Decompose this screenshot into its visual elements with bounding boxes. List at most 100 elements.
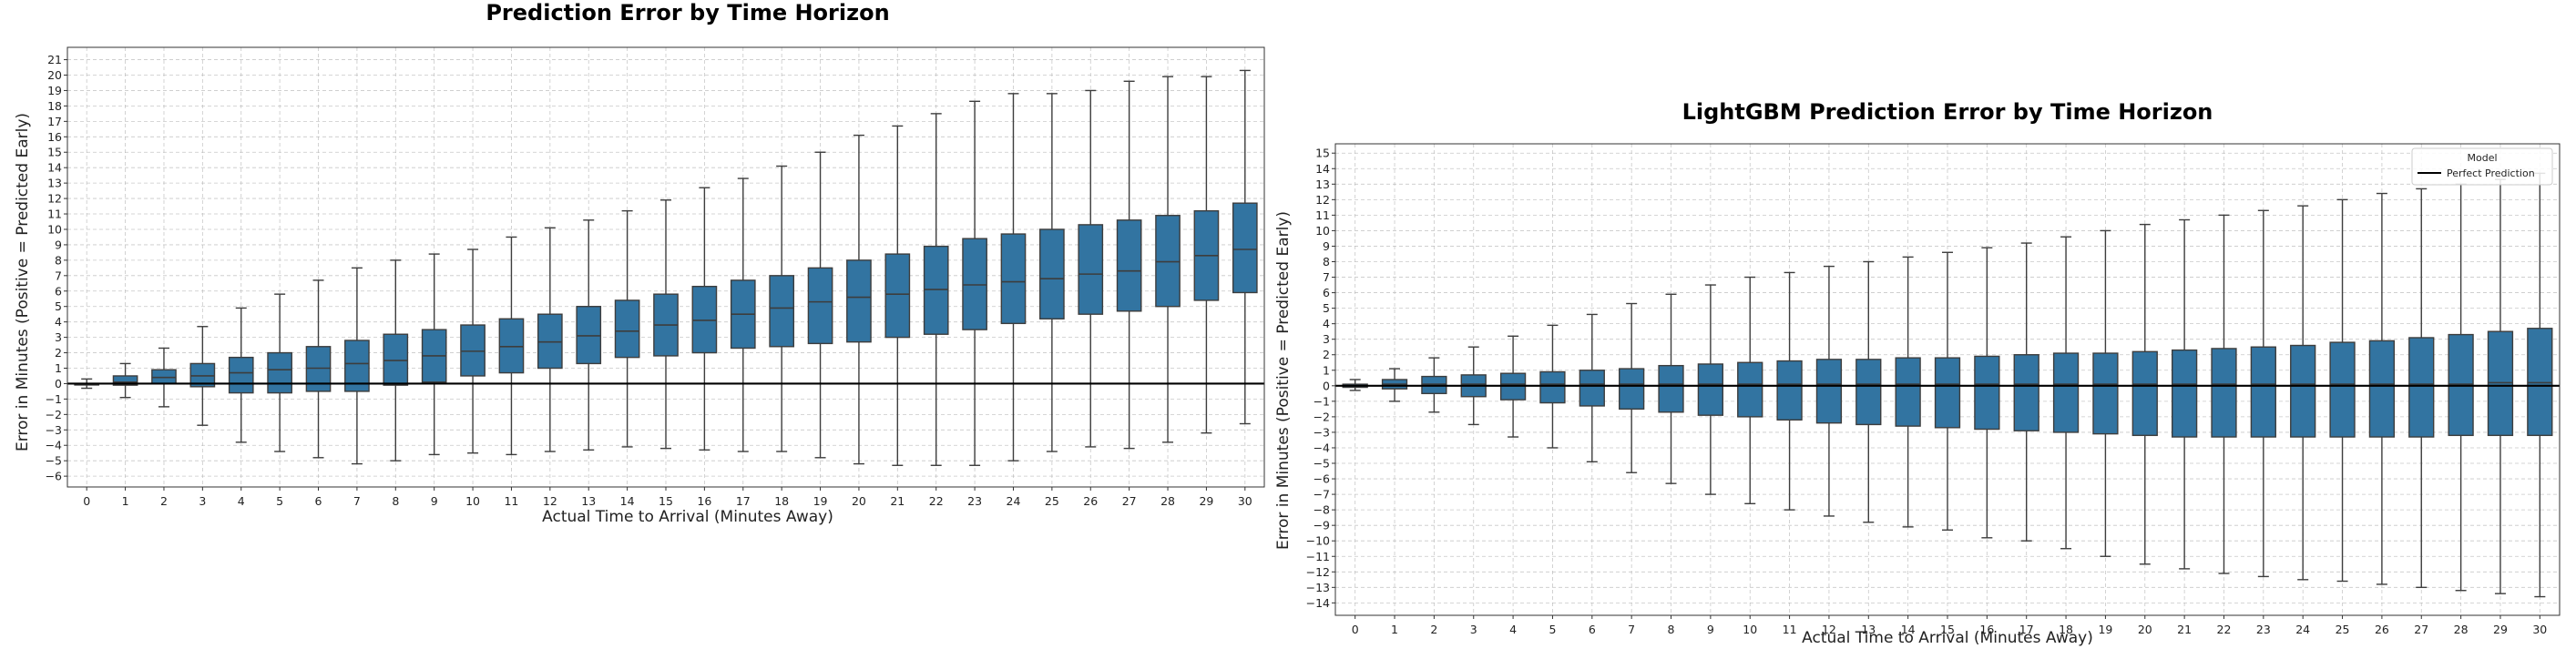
iqr-box (1895, 357, 1921, 427)
iqr-box (807, 267, 833, 345)
box-4 (228, 307, 254, 443)
x-tick-label: 1 (1391, 623, 1398, 636)
y-tick-label: −3 (46, 423, 62, 437)
iqr-box (228, 356, 254, 394)
box-25 (2329, 198, 2356, 583)
x-tick-label: 28 (2454, 623, 2469, 636)
x-tick-label: 11 (1783, 623, 1797, 636)
x-tick-label: 6 (315, 494, 322, 508)
y-tick-label: 6 (55, 284, 62, 298)
box-12 (537, 227, 563, 452)
y-tick-label: 13 (47, 177, 62, 190)
y-tick-label: 17 (47, 115, 62, 128)
iqr-box (2052, 352, 2080, 433)
x-tick-label: 17 (736, 494, 751, 508)
iqr-box (614, 299, 640, 359)
iqr-box (2131, 350, 2158, 437)
x-tick-label: 29 (2493, 623, 2508, 636)
y-tick-label: 11 (1315, 208, 1330, 222)
box-27 (2408, 188, 2435, 589)
box-13 (576, 219, 602, 451)
box-17 (730, 177, 756, 452)
y-tick-label: 0 (1323, 379, 1330, 392)
box-2 (151, 347, 177, 408)
y-tick-label: 2 (55, 346, 62, 360)
box-28 (1155, 76, 1181, 443)
y-tick-label: 5 (55, 299, 62, 313)
y-tick-label: −8 (1314, 503, 1330, 517)
y-tick-label: 19 (47, 84, 62, 97)
x-tick-label: 7 (1628, 623, 1635, 636)
iqr-box (2368, 340, 2396, 438)
x-tick-label: 12 (543, 494, 557, 508)
iqr-box (267, 351, 292, 394)
iqr-box (769, 275, 795, 348)
x-tick-label: 30 (1238, 494, 1252, 508)
y-tick-label: −5 (1314, 457, 1330, 471)
box-21 (884, 125, 911, 466)
y-tick-label: 1 (1323, 363, 1330, 377)
x-tick-label: 21 (2177, 623, 2192, 636)
iqr-box (1155, 215, 1181, 308)
box-29 (2487, 178, 2514, 594)
x-tick-label: 3 (199, 494, 206, 508)
iqr-box (2329, 341, 2356, 438)
y-tick-label: −9 (1314, 519, 1330, 532)
box-7 (1619, 302, 1645, 473)
box-20 (846, 134, 872, 465)
box-18 (2052, 236, 2080, 550)
iqr-box (1697, 363, 1724, 416)
x-tick-label: 25 (2336, 623, 2350, 636)
y-tick-label: 7 (1323, 270, 1330, 284)
iqr-box (1078, 224, 1104, 315)
y-tick-label: 4 (55, 315, 62, 329)
y-tick-label: −10 (1306, 534, 1330, 548)
iqr-box (383, 333, 409, 386)
x-tick-label: 26 (2375, 623, 2389, 636)
box-3 (189, 326, 216, 426)
x-tick-label: 27 (2414, 623, 2428, 636)
y-tick-label: 12 (1315, 193, 1330, 207)
box-14 (1895, 256, 1921, 528)
iqr-box (2290, 344, 2316, 438)
box-22 (2211, 214, 2237, 574)
x-tick-label: 12 (1822, 623, 1836, 636)
x-tick-label: 9 (1707, 623, 1714, 636)
box-30 (2527, 172, 2553, 598)
box-28 (2448, 183, 2474, 592)
y-tick-label: 14 (47, 161, 62, 175)
box-24 (1000, 93, 1027, 461)
y-axis-ticks: −14−13−12−11−10−9−8−7−6−5−4−3−2−10123456… (1306, 147, 1335, 610)
x-tick-label: 0 (83, 494, 90, 508)
legend: Model Perfect Prediction (2411, 147, 2553, 186)
iqr-box (1737, 361, 1763, 418)
iqr-box (2092, 352, 2119, 435)
chart-title: LightGBM Prediction Error by Time Horizo… (1682, 99, 2213, 125)
y-tick-label: 20 (47, 68, 62, 82)
x-tick-label: 8 (1668, 623, 1675, 636)
y-tick-label: 6 (1323, 286, 1330, 299)
y-tick-label: 3 (1323, 332, 1330, 346)
iqr-box (2171, 349, 2198, 438)
x-tick-label: 18 (2059, 623, 2073, 636)
y-tick-label: −14 (1306, 596, 1330, 610)
iqr-box (884, 253, 911, 339)
box-12 (1815, 265, 1843, 517)
y-tick-label: 8 (1323, 255, 1330, 269)
legend-title: Model (2467, 152, 2497, 164)
iqr-box (1539, 370, 1566, 404)
box-11 (1776, 271, 1803, 511)
x-tick-label: 3 (1470, 623, 1477, 636)
box-26 (1078, 89, 1104, 448)
legend-entry: Perfect Prediction (2447, 167, 2535, 179)
y-axis-label: Error in Minutes (Positive = Predicted E… (1274, 211, 1293, 550)
x-tick-label: 21 (890, 494, 905, 508)
box-20 (2131, 223, 2158, 565)
y-tick-label: 10 (1315, 224, 1330, 238)
box-15 (1934, 251, 1961, 531)
box-5 (1539, 324, 1566, 449)
x-tick-label: 13 (1861, 623, 1876, 636)
y-tick-label: 5 (1323, 301, 1330, 315)
x-tick-label: 20 (852, 494, 866, 508)
x-tick-label: 14 (620, 494, 635, 508)
